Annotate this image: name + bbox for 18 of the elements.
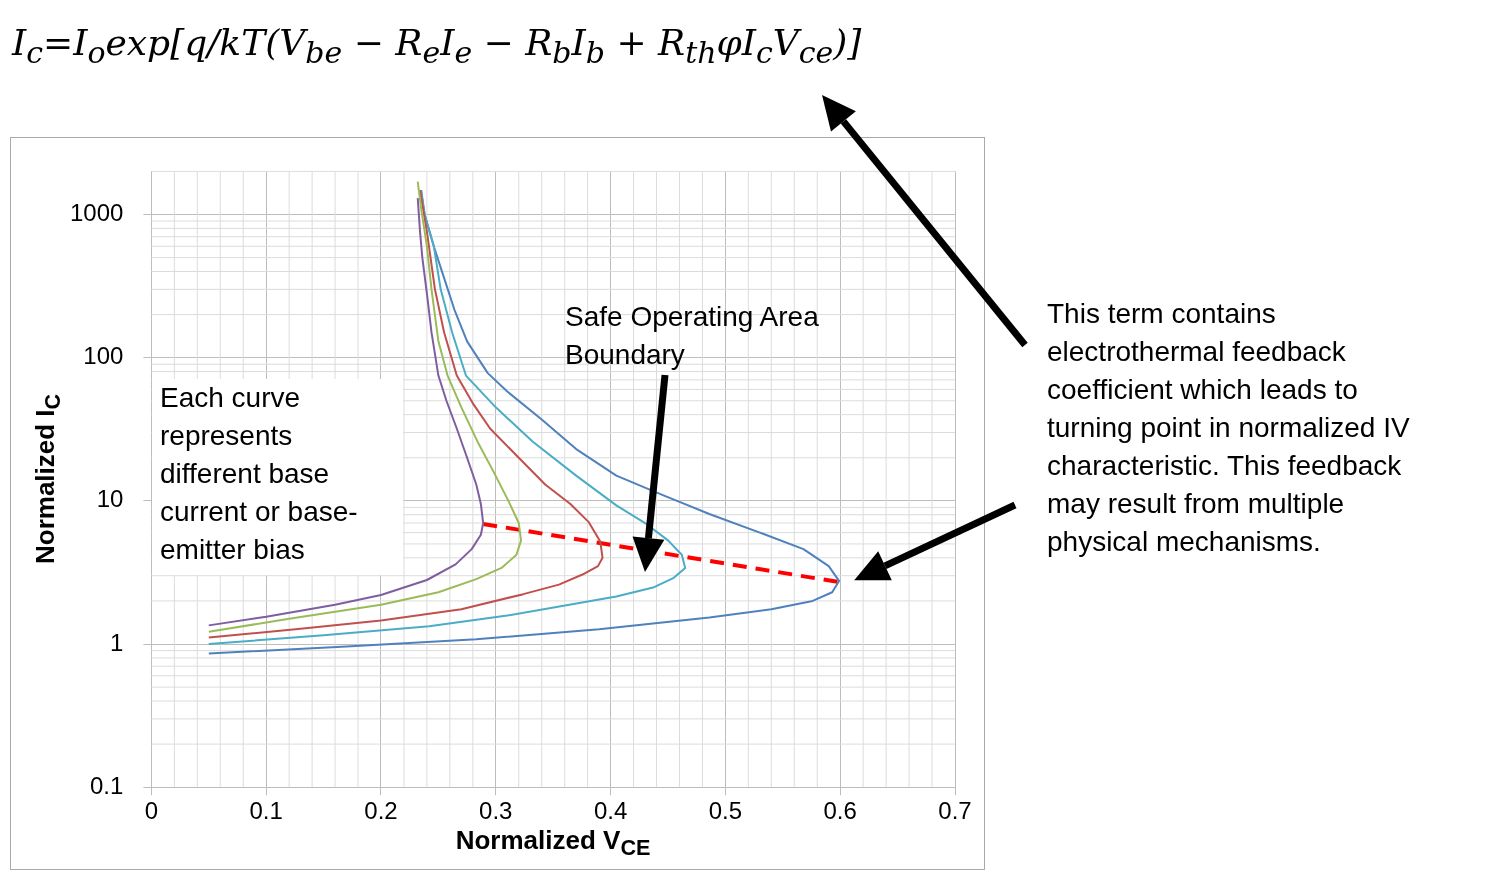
annotation: Each curve represents different base current or base-emitter bias (152, 379, 403, 575)
x-axis-title: Normalized V$_{CE}$ (455, 825, 651, 862)
x-tick-label: 0 (144, 797, 159, 825)
x-tick-label: 0.7 (938, 797, 972, 825)
y-tick-label: 100 (83, 342, 124, 370)
y-tick-label: 1000 (70, 199, 124, 227)
x-tick-label: 0.6 (823, 797, 857, 825)
x-tick-label: 0.3 (479, 797, 513, 825)
x-tick-label: 0.5 (708, 797, 743, 825)
y-tick-label: 1 (110, 628, 124, 656)
chart-title: I$_{c}$=I$_{o}$exp[q/kT(V$_{be}$ − R$_{e}$I$_{e}$ − R$_{b}$I$_{b}$ + R$_{th}$φI$_{c}$V$_{ce}$)] (12, 22, 862, 71)
annotation: Safe Operating Area Boundary (565, 300, 820, 372)
x-tick-label: 0.2 (364, 797, 398, 825)
x-tick-label: 0.1 (249, 797, 283, 825)
text: This term contains electrothermal feedback coefficient which leads to turning point in normalized IV characteristic. This feedback may result from multiple physical mechanisms. (1047, 297, 1411, 559)
x-tick-label: 0.4 (593, 797, 628, 825)
y-tick-label: 10 (96, 485, 124, 513)
y-tick-label: 0.1 (90, 771, 124, 799)
